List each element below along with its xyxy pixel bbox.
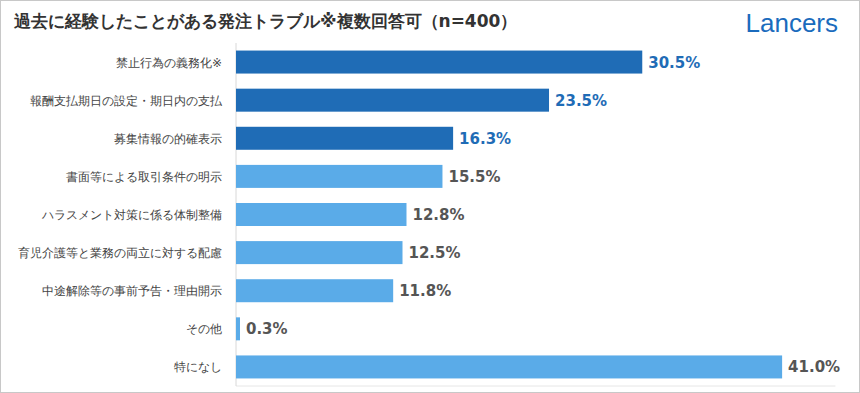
data-label: 16.3%: [459, 130, 511, 148]
bar: [236, 89, 549, 112]
category-label: 特になし: [174, 360, 222, 374]
data-label: 11.8%: [399, 282, 451, 300]
data-label: 12.5%: [409, 244, 461, 262]
data-label: 12.8%: [412, 206, 464, 224]
chart: 過去に経験したことがある発注トラブル※複数回答可（n=400） Lancers 禁止…: [0, 0, 860, 393]
bar: [236, 279, 393, 302]
bar: [236, 355, 782, 378]
frame: [1, 1, 860, 393]
bar: [236, 203, 406, 226]
bar: [236, 51, 642, 74]
category-label: 書面等による取引条件の明示: [66, 170, 222, 184]
data-label: 41.0%: [788, 358, 840, 376]
logo: Lancers: [746, 8, 839, 38]
bar: [236, 127, 453, 150]
x-axis-line: [236, 386, 835, 387]
bar: [236, 317, 240, 340]
title: 過去に経験したことがある発注トラブル※複数回答可（n=400）: [13, 11, 517, 31]
category-label: 禁止行為の義務化※: [116, 56, 222, 70]
bars: [236, 51, 782, 379]
category-label: 中途解除等の事前予告・理由開示: [42, 284, 222, 298]
bar: [236, 241, 403, 264]
bar: [236, 165, 442, 188]
data-label: 30.5%: [648, 54, 700, 72]
category-label: 育児介護等と業務の両立に対する配慮: [18, 246, 222, 260]
category-label: その他: [186, 322, 222, 336]
category-label: 募集情報の的確表示: [114, 132, 222, 146]
data-label: 15.5%: [448, 168, 500, 186]
data-label: 23.5%: [555, 92, 607, 110]
data-label: 0.3%: [246, 320, 288, 338]
category-label: ハラスメント対策に係る体制整備: [41, 208, 222, 222]
category-label: 報酬支払期日の設定・期日内の支払: [30, 94, 223, 108]
